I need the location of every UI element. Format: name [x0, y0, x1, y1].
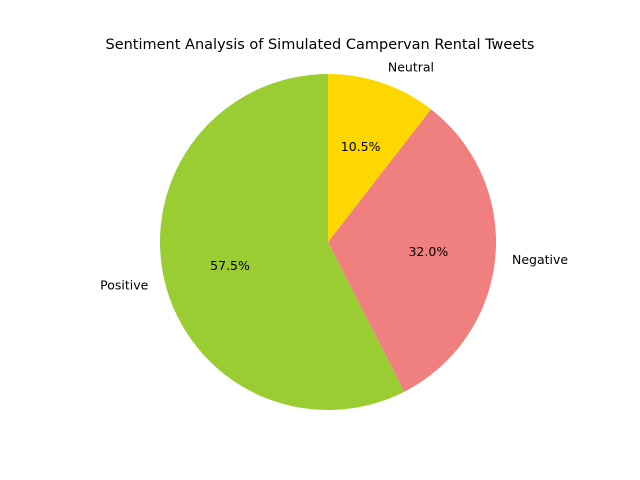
pie-slice-negative: [328, 109, 496, 392]
pie-slices: [160, 74, 496, 410]
slice-percent-neutral: 10.5%: [341, 139, 381, 154]
chart-title: Sentiment Analysis of Simulated Camperva…: [105, 37, 534, 53]
slice-label-neutral: Neutral: [388, 60, 434, 75]
slice-percent-positive: 57.5%: [210, 258, 250, 273]
slice-label-negative: Negative: [512, 252, 568, 267]
slice-percent-negative: 32.0%: [408, 244, 448, 259]
slice-label-positive: Positive: [100, 278, 148, 293]
pie-slice-neutral: [328, 74, 431, 242]
pie-labels: Positive 57.5% Negative 32.0% Neutral 10.5%: [100, 60, 568, 293]
pie-slice-positive: [160, 74, 405, 410]
